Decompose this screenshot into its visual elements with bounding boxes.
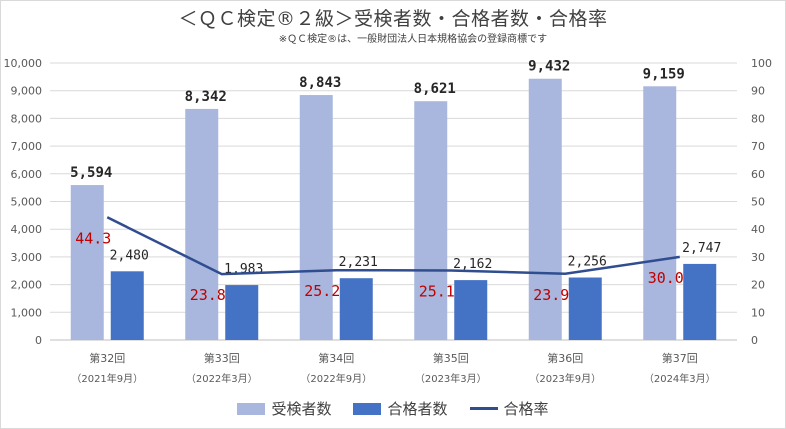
legend-label-applicants: 受検者数 bbox=[271, 400, 332, 418]
x-axis-tick-sublabel: （2022年9月） bbox=[300, 372, 372, 385]
y2-axis-tick-label: 40 bbox=[751, 223, 765, 236]
bar-applicants bbox=[528, 78, 562, 341]
x-axis-tick-label: 第32回 bbox=[89, 351, 125, 365]
chart-title: ＜ＱＣ検定®２級＞受検者数・合格者数・合格率 bbox=[178, 8, 608, 30]
y2-axis-tick-label: 20 bbox=[751, 279, 765, 292]
bar-applicants bbox=[299, 95, 333, 341]
data-label-pass-rate: 23.9 bbox=[533, 286, 569, 304]
data-label-passers: 2,231 bbox=[339, 255, 378, 270]
legend-item-passers: 合格者数 bbox=[353, 398, 448, 419]
y2-axis-tick-label: 10 bbox=[751, 306, 765, 319]
line-pass-rate bbox=[106, 216, 680, 276]
legend-swatch-pass-rate bbox=[469, 407, 498, 410]
legend-label-pass-rate: 合格率 bbox=[503, 400, 549, 418]
y-axis-tick-label: 8,000 bbox=[11, 112, 43, 125]
x-axis-tick-sublabel: （2022年3月） bbox=[186, 372, 258, 385]
data-label-passers: 2,162 bbox=[453, 257, 492, 272]
y2-axis-tick-label: 50 bbox=[751, 196, 765, 209]
y-axis-tick-label: 1,000 bbox=[11, 306, 43, 319]
bar-applicants bbox=[414, 101, 448, 340]
x-axis-tick-sublabel: （2024年3月） bbox=[644, 372, 716, 385]
y-axis-tick-label: 6,000 bbox=[11, 168, 43, 181]
bar-passers bbox=[110, 271, 144, 340]
x-axis-tick-label: 第37回 bbox=[662, 351, 698, 365]
data-label-passers: 2,747 bbox=[682, 241, 721, 256]
data-label-pass-rate: 30.0 bbox=[648, 269, 684, 287]
data-label-pass-rate: 44.3 bbox=[75, 229, 111, 247]
y2-axis-tick-label: 60 bbox=[751, 168, 765, 181]
y-axis-tick-label: 10,000 bbox=[4, 57, 43, 70]
bar-applicants bbox=[70, 185, 104, 340]
data-label-passers: 2,256 bbox=[568, 255, 607, 270]
bar-passers bbox=[339, 278, 373, 340]
legend-item-pass-rate: 合格率 bbox=[469, 398, 549, 419]
y2-axis-tick-label: 100 bbox=[751, 57, 772, 70]
y-axis-tick-label: 2,000 bbox=[11, 279, 43, 292]
bar-passers bbox=[225, 285, 259, 340]
y2-axis-tick-label: 80 bbox=[751, 112, 765, 125]
legend-swatch-passers bbox=[353, 402, 382, 415]
y2-axis-tick-label: 90 bbox=[751, 85, 765, 98]
x-axis-tick-label: 第33回 bbox=[204, 351, 240, 365]
y2-axis-tick-label: 70 bbox=[751, 140, 765, 153]
y2-axis-tick-label: 30 bbox=[751, 251, 765, 264]
y-axis-tick-label: 3,000 bbox=[11, 251, 43, 264]
data-label-pass-rate: 25.1 bbox=[419, 282, 455, 300]
x-axis-tick-label: 第34回 bbox=[318, 351, 354, 365]
legend-swatch-applicants bbox=[237, 402, 266, 415]
legend-item-applicants: 受検者数 bbox=[237, 398, 331, 419]
data-label-applicants: 9,159 bbox=[643, 66, 685, 82]
bar-passers bbox=[683, 263, 717, 340]
y2-axis-tick-label: 0 bbox=[751, 334, 758, 347]
y-axis-tick-label: 5,000 bbox=[11, 196, 43, 209]
data-label-applicants: 9,432 bbox=[528, 59, 570, 75]
x-axis-tick-sublabel: （2021年9月） bbox=[71, 372, 143, 385]
data-label-applicants: 5,594 bbox=[70, 165, 112, 181]
data-label-applicants: 8,843 bbox=[299, 75, 341, 91]
data-label-applicants: 8,342 bbox=[185, 89, 227, 105]
bar-applicants bbox=[185, 108, 219, 340]
chart-legend: 受検者数 合格者数 合格率 bbox=[0, 398, 786, 419]
legend-label-passers: 合格者数 bbox=[387, 400, 448, 418]
bar-passers bbox=[454, 280, 488, 340]
y-axis-tick-label: 7,000 bbox=[11, 140, 43, 153]
x-axis-tick-sublabel: （2023年9月） bbox=[529, 372, 601, 385]
x-axis-tick-label: 第36回 bbox=[547, 351, 583, 365]
data-label-applicants: 8,621 bbox=[414, 81, 456, 97]
y-axis-tick-label: 0 bbox=[35, 334, 42, 347]
data-label-pass-rate: 23.8 bbox=[190, 286, 226, 304]
data-label-pass-rate: 25.2 bbox=[304, 282, 340, 300]
y-axis-tick-label: 4,000 bbox=[11, 223, 43, 236]
y-axis-tick-label: 9,000 bbox=[11, 85, 43, 98]
bar-applicants bbox=[643, 86, 677, 340]
x-axis-tick-sublabel: （2023年3月） bbox=[415, 372, 487, 385]
bar-passers bbox=[568, 277, 602, 340]
chart-subtitle: ※ＱＣ検定®は、一般財団法人日本規格協会の登録商標です bbox=[278, 34, 548, 45]
data-label-passers: 2,480 bbox=[110, 248, 149, 263]
x-axis-tick-label: 第35回 bbox=[433, 351, 469, 365]
